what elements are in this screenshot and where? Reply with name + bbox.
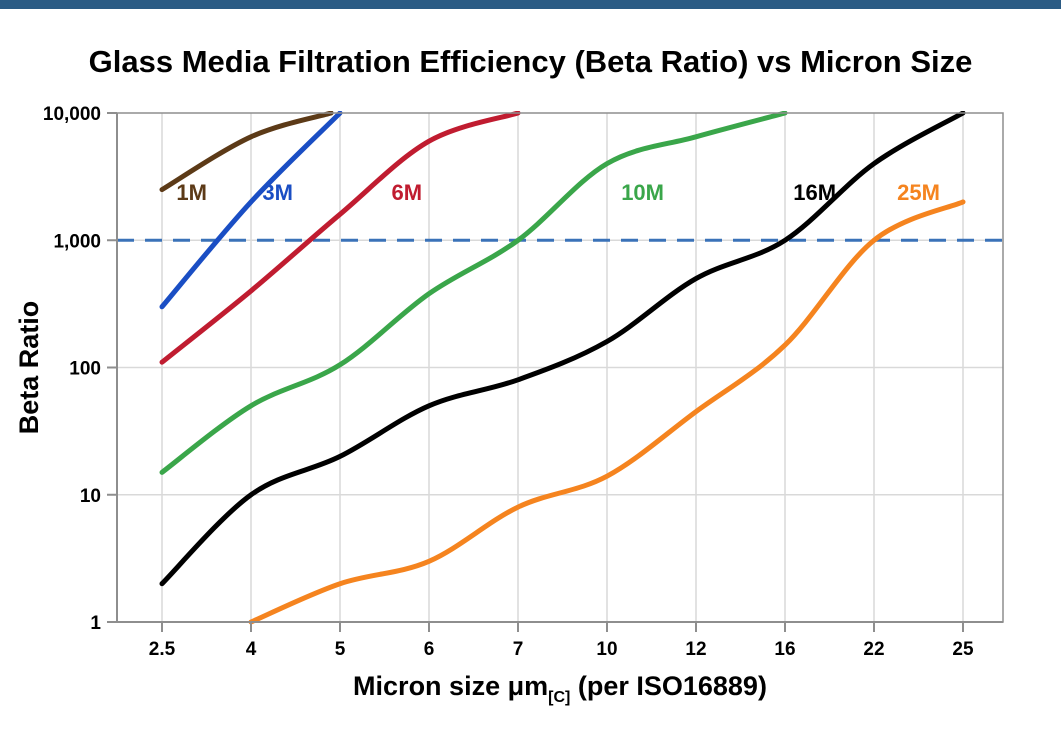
series-label-25M: 25M: [897, 180, 940, 205]
chart-title: Glass Media Filtration Efficiency (Beta …: [88, 44, 973, 79]
y-tick-label: 10,000: [43, 104, 101, 125]
x-tick-label: 4: [246, 639, 257, 660]
series-line-6M: [159, 111, 521, 365]
x-tick-label: 16: [774, 639, 795, 660]
y-tick-label: 100: [69, 359, 101, 380]
series-label-6M: 6M: [391, 180, 422, 205]
x-tick-label: 12: [685, 639, 706, 660]
y-tick-label: 1: [90, 613, 101, 634]
series-line-16M: [159, 111, 966, 587]
series-label-3M: 3M: [262, 180, 293, 205]
series-label-16M: 16M: [793, 180, 836, 205]
y-tick-label: 10: [80, 486, 101, 507]
series-line-25M: [248, 199, 966, 625]
x-tick-label: 5: [335, 639, 346, 660]
y-axis-title: Beta Ratio: [14, 301, 44, 435]
x-tick-label: 25: [952, 639, 974, 660]
x-tick-label: 6: [424, 639, 435, 660]
y-tick-label: 1,000: [53, 231, 101, 252]
series-line-1M: [159, 111, 334, 193]
series-label-1M: 1M: [176, 180, 207, 205]
x-tick-label: 10: [596, 639, 617, 660]
x-tick-label: 22: [863, 639, 884, 660]
series-line-10M: [159, 111, 788, 475]
top-accent-bar: [0, 0, 1061, 9]
x-tick-label: 7: [513, 639, 524, 660]
x-axis-title: Micron size μm[C] (per ISO16889): [353, 671, 767, 706]
series-line-3M: [159, 111, 343, 310]
series-label-10M: 10M: [621, 180, 664, 205]
x-tick-label: 2.5: [149, 639, 176, 660]
